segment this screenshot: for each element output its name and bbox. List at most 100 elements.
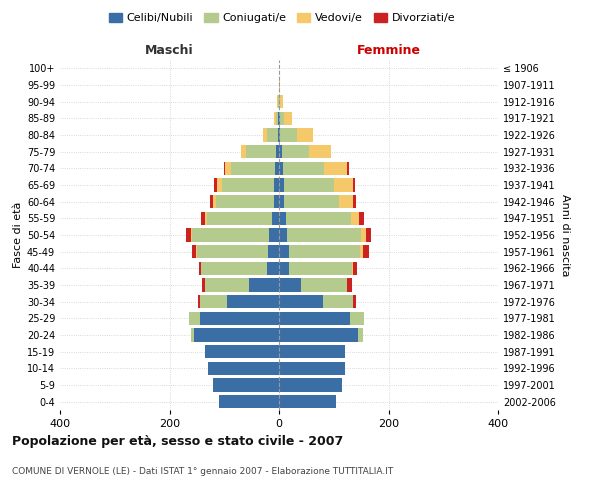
Bar [267, 262, 279, 275]
Bar [193, 228, 279, 241]
Bar [277, 95, 279, 108]
Bar [199, 262, 279, 275]
Bar [274, 112, 279, 125]
Bar [227, 295, 279, 308]
Bar [279, 378, 342, 392]
Bar [194, 328, 279, 342]
Bar [279, 178, 334, 192]
Bar [277, 95, 279, 108]
Bar [279, 162, 347, 175]
Bar [188, 312, 279, 325]
Bar [279, 378, 342, 392]
Bar [279, 345, 345, 358]
Bar [279, 162, 325, 175]
Bar [279, 395, 337, 408]
Bar [214, 378, 279, 392]
Bar [279, 262, 353, 275]
Bar [279, 212, 286, 225]
Bar [279, 228, 365, 241]
Bar [200, 312, 279, 325]
Bar [205, 345, 279, 358]
Bar [276, 112, 279, 125]
Bar [263, 128, 279, 141]
Bar [276, 145, 279, 158]
Bar [279, 362, 345, 375]
Bar [279, 245, 289, 258]
Bar [279, 378, 342, 392]
Bar [279, 278, 347, 291]
Text: Popolazione per età, sesso e stato civile - 2007: Popolazione per età, sesso e stato civil… [12, 435, 343, 448]
Bar [205, 278, 279, 291]
Bar [279, 395, 337, 408]
Bar [279, 95, 280, 108]
Bar [214, 195, 279, 208]
Bar [191, 328, 279, 342]
Bar [279, 295, 323, 308]
Bar [279, 128, 280, 141]
Bar [279, 128, 313, 141]
Bar [279, 128, 313, 141]
Bar [249, 278, 279, 291]
Bar [279, 128, 296, 141]
Bar [208, 362, 279, 375]
Bar [279, 362, 345, 375]
Bar [200, 295, 279, 308]
Bar [267, 128, 279, 141]
Bar [191, 328, 279, 342]
Bar [198, 295, 279, 308]
Bar [279, 262, 357, 275]
Bar [207, 212, 279, 225]
Bar [279, 378, 342, 392]
Bar [279, 328, 363, 342]
Bar [208, 362, 279, 375]
Bar [278, 128, 279, 141]
Bar [279, 195, 356, 208]
Bar [279, 178, 353, 192]
Bar [274, 112, 279, 125]
Bar [279, 162, 349, 175]
Bar [214, 378, 279, 392]
Text: Maschi: Maschi [145, 44, 194, 57]
Bar [279, 362, 345, 375]
Bar [210, 195, 279, 208]
Y-axis label: Anni di nascita: Anni di nascita [560, 194, 570, 276]
Legend: Celibi/Nubili, Coniugati/e, Vedovi/e, Divorziati/e: Celibi/Nubili, Coniugati/e, Vedovi/e, Di… [104, 8, 460, 28]
Bar [200, 295, 279, 308]
Bar [279, 345, 345, 358]
Bar [279, 295, 353, 308]
Bar [279, 212, 351, 225]
Bar [279, 295, 353, 308]
Bar [279, 312, 350, 325]
Bar [279, 395, 337, 408]
Bar [196, 245, 279, 258]
Bar [274, 195, 279, 208]
Bar [279, 212, 364, 225]
Bar [188, 312, 279, 325]
Bar [279, 395, 337, 408]
Bar [279, 195, 353, 208]
Bar [279, 278, 347, 291]
Bar [279, 178, 284, 192]
Bar [232, 162, 279, 175]
Bar [214, 378, 279, 392]
Bar [279, 245, 370, 258]
Bar [279, 245, 363, 258]
Bar [272, 212, 279, 225]
Bar [241, 145, 279, 158]
Bar [279, 295, 356, 308]
Bar [219, 395, 279, 408]
Bar [279, 145, 309, 158]
Bar [279, 278, 352, 291]
Bar [279, 228, 287, 241]
Bar [279, 278, 301, 291]
Bar [241, 145, 279, 158]
Bar [279, 262, 352, 275]
Bar [202, 278, 279, 291]
Bar [205, 345, 279, 358]
Bar [269, 228, 279, 241]
Bar [279, 162, 283, 175]
Bar [279, 195, 339, 208]
Text: Femmine: Femmine [356, 44, 421, 57]
Bar [279, 195, 284, 208]
Bar [279, 328, 358, 342]
